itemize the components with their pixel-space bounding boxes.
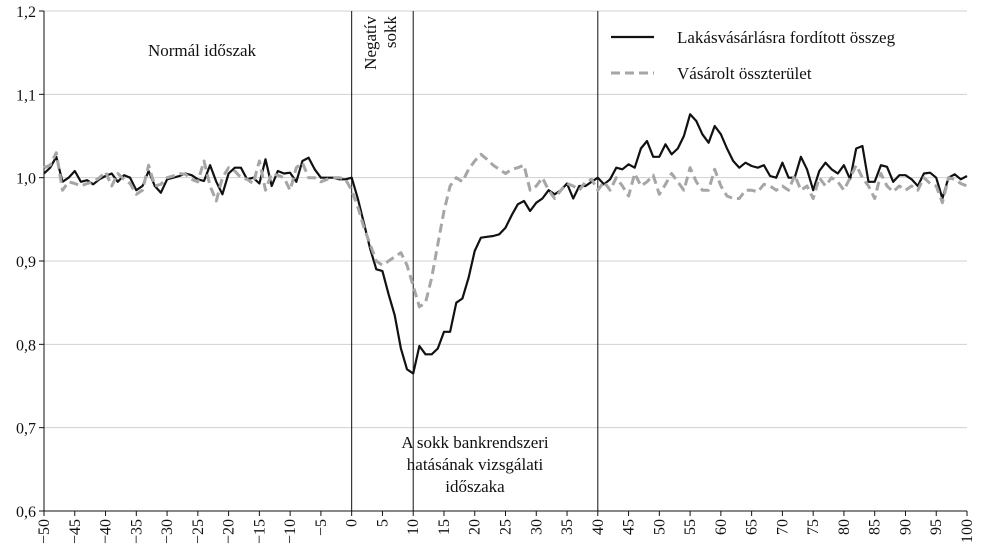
x-tick-label: 80	[836, 519, 853, 535]
y-tick-label: 1,2	[16, 4, 36, 21]
x-tick-label: 10	[405, 519, 422, 535]
y-tick-label: 0,7	[16, 421, 36, 438]
x-tick-label: 100	[959, 519, 976, 543]
x-tick-label: 0	[344, 519, 361, 527]
x-tick-label: 90	[897, 519, 914, 535]
x-tick-label: 5	[374, 519, 391, 527]
x-tick-label: 95	[928, 519, 945, 535]
x-tick-label: 25	[498, 519, 515, 535]
x-tick-label: −50	[36, 519, 53, 544]
series-line	[43, 113, 968, 375]
x-tick-label: −45	[67, 519, 84, 544]
x-tick-label: 30	[528, 519, 545, 535]
annotation: Normál időszak	[148, 41, 257, 60]
x-tick-label: −25	[190, 519, 207, 544]
x-tick-label: 70	[774, 519, 791, 535]
annotation: sokk	[381, 16, 400, 49]
x-tick-label: 60	[713, 519, 730, 535]
y-tick-label: 0,8	[16, 337, 36, 354]
y-tick-label: 0,9	[16, 254, 36, 271]
x-tick-label: −40	[98, 519, 115, 544]
annotation: A sokk bankrendszeri	[401, 433, 549, 452]
x-tick-label: 15	[436, 519, 453, 535]
x-tick-label: 65	[744, 519, 761, 535]
y-tick-label: 0,6	[16, 504, 36, 521]
legend-label: Vásárolt összterület	[677, 64, 812, 83]
x-tick-label: 35	[559, 519, 576, 535]
x-tick-label: 45	[621, 519, 638, 535]
x-tick-label: 20	[467, 519, 484, 535]
x-tick-label: 50	[651, 519, 668, 535]
annotation: Negatív	[361, 16, 380, 70]
x-tick-label: −10	[282, 519, 299, 544]
x-tick-label: 75	[805, 519, 822, 535]
x-tick-label: −15	[251, 519, 268, 544]
annotation: időszaka	[445, 477, 505, 496]
annotation: hatásának vizsgálati	[407, 455, 544, 474]
y-tick-label: 1,0	[16, 171, 36, 188]
x-tick-label: −5	[313, 519, 330, 536]
x-tick-label: −35	[128, 519, 145, 544]
series-line	[43, 151, 968, 309]
legend-label: Lakásvásárlásra fordított összeg	[677, 28, 896, 47]
x-tick-label: 40	[590, 519, 607, 535]
x-tick-label: 55	[682, 519, 699, 535]
x-tick-label: −30	[159, 519, 176, 544]
x-tick-label: −20	[221, 519, 238, 544]
x-tick-label: 85	[867, 519, 884, 535]
y-tick-label: 1,1	[16, 87, 36, 104]
